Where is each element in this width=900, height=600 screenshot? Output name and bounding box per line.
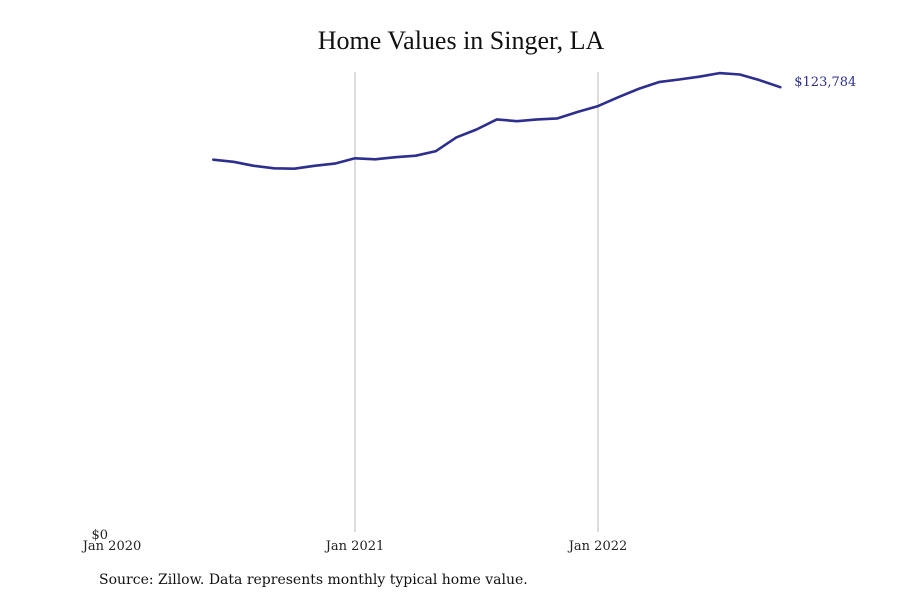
series-layer: $123,784 xyxy=(212,71,856,170)
chart-title: Home Values in Singer, LA xyxy=(317,26,605,55)
y-tick-label: $0 xyxy=(91,528,108,543)
gridlines xyxy=(354,72,599,532)
x-tick-label: Jan 2020 xyxy=(81,539,142,554)
axis-labels: Jan 2020 Jan 2021 Jan 2022 $0 xyxy=(81,528,628,554)
home-value-line xyxy=(212,71,782,170)
x-tick-label: Jan 2021 xyxy=(324,539,385,554)
source-note: Source: Zillow. Data represents monthly … xyxy=(99,572,528,588)
x-tick-label: Jan 2022 xyxy=(567,539,628,554)
end-value-label: $123,784 xyxy=(794,75,856,90)
